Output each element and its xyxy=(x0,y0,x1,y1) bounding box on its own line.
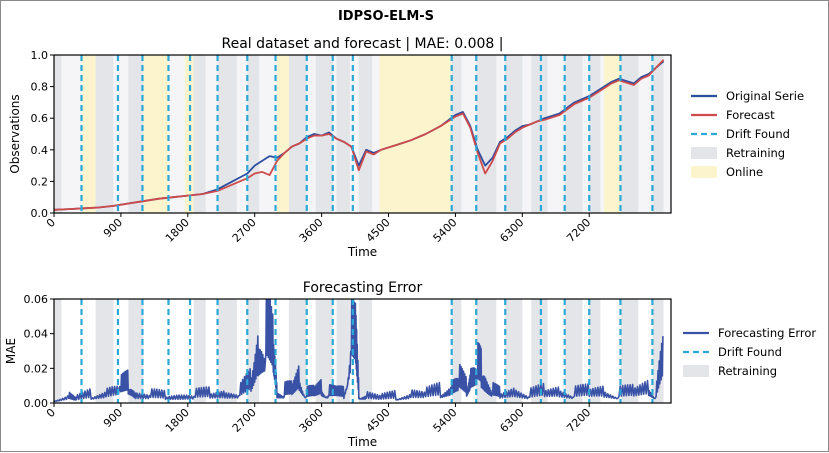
legend-label: Drift Found xyxy=(726,127,790,141)
x-tick-label: 2700 xyxy=(230,216,259,245)
retraining-span xyxy=(564,299,583,403)
y-tick-label: 0.00 xyxy=(24,397,49,410)
retraining-span xyxy=(589,55,601,213)
panel-title: Real dataset and forecast | MAE: 0.008 | xyxy=(222,36,504,52)
legend-label: Forecast xyxy=(726,108,775,122)
retraining-span xyxy=(128,299,144,403)
retraining-span xyxy=(288,299,307,403)
series-line-2 xyxy=(54,59,665,211)
legend-label: Online xyxy=(726,165,763,179)
online-span xyxy=(82,55,96,213)
plot-frame xyxy=(53,54,672,214)
online-span xyxy=(379,55,452,213)
legend-label: Drift Found xyxy=(718,345,782,359)
x-axis-label: Time xyxy=(347,245,377,259)
legend-swatch xyxy=(683,365,709,377)
y-tick-label: 0.04 xyxy=(24,328,49,341)
retraining-span xyxy=(54,299,62,403)
retraining-span xyxy=(193,299,206,403)
x-tick-label: 7200 xyxy=(564,216,593,245)
retraining-span xyxy=(589,299,601,403)
retraining-span xyxy=(54,55,62,213)
retraining-span xyxy=(336,55,350,213)
retraining-span xyxy=(95,299,114,403)
series-line-1 xyxy=(54,299,664,403)
plot-area xyxy=(54,299,664,403)
y-axis-label: MAE xyxy=(4,338,18,364)
legend-swatch xyxy=(691,166,717,178)
y-axis-label: Observations xyxy=(8,94,22,173)
online-span xyxy=(604,55,622,213)
x-axis-label: Time xyxy=(347,435,377,449)
legend-label: Retraining xyxy=(726,146,785,160)
retraining-span xyxy=(358,299,373,403)
legend-label: Retraining xyxy=(718,364,777,378)
retraining-span xyxy=(358,55,373,213)
retraining-span xyxy=(95,55,114,213)
retraining-span xyxy=(336,299,350,403)
y-tick-label: 0.2 xyxy=(31,175,49,188)
retraining-span xyxy=(315,299,333,403)
bottom-panel: 0 900 1800 2700 3600 4500 5400 6300 72000.000.02… xyxy=(4,280,672,449)
top-panel: 0 900 1800 2700 3600 4500 5400 6300 72000.00.20.… xyxy=(8,36,672,259)
panel-title: Forecasting Error xyxy=(303,280,423,296)
y-tick-label: 0.0 xyxy=(31,207,49,220)
legend-label: Original Serie xyxy=(726,89,804,103)
retraining-span xyxy=(531,299,548,403)
x-tick-label: 6300 xyxy=(497,216,526,245)
legend-swatch xyxy=(691,147,717,159)
online-span xyxy=(143,55,169,213)
top-legend: Original Serie Forecast Drift Found Retrain… xyxy=(691,89,804,179)
legend-label: Forecasting Error xyxy=(718,326,816,340)
retraining-span xyxy=(531,55,548,213)
retraining-span xyxy=(288,55,307,213)
y-tick-label: 0.4 xyxy=(31,144,49,157)
suptitle: IDPSO-ELM-S xyxy=(338,9,434,24)
y-tick-label: 0.02 xyxy=(24,362,49,375)
x-tick-label: 5400 xyxy=(431,216,460,245)
x-tick-label: 900 xyxy=(101,406,125,430)
retraining-span xyxy=(247,299,260,403)
x-tick-label: 7200 xyxy=(564,406,593,435)
x-tick-label: 1800 xyxy=(163,216,192,245)
x-tick-label: 5400 xyxy=(431,406,460,435)
retraining-span xyxy=(564,55,583,213)
y-tick-label: 0.06 xyxy=(24,293,49,306)
y-tick-label: 0.6 xyxy=(31,112,49,125)
retraining-span xyxy=(652,299,664,403)
retraining-span xyxy=(451,299,462,403)
plot-area xyxy=(54,55,665,213)
x-tick-label: 1800 xyxy=(163,406,192,435)
retraining-span xyxy=(652,55,664,213)
bottom-legend: Forecasting Error Drift Found Retraining xyxy=(683,326,816,378)
retraining-span xyxy=(217,299,237,403)
retraining-span xyxy=(217,55,237,213)
x-tick-label: 4500 xyxy=(364,216,393,245)
y-tick-label: 1.0 xyxy=(31,49,49,62)
x-tick-label: 3600 xyxy=(297,406,326,435)
online-span xyxy=(277,55,289,213)
retraining-span xyxy=(128,55,144,213)
x-tick-label: 900 xyxy=(101,216,125,240)
retraining-span xyxy=(476,55,497,213)
x-tick-label: 2700 xyxy=(230,406,259,435)
retraining-span xyxy=(620,55,639,213)
retraining-span xyxy=(451,55,462,213)
y-tick-label: 0.8 xyxy=(31,81,49,94)
x-tick-label: 3600 xyxy=(297,216,326,245)
plot-frame xyxy=(53,298,672,404)
retraining-span xyxy=(620,299,639,403)
retraining-span xyxy=(193,55,206,213)
online-span xyxy=(184,55,194,213)
x-tick-label: 4500 xyxy=(364,406,393,435)
retraining-span xyxy=(505,299,523,403)
retraining-span xyxy=(247,55,260,213)
x-tick-label: 6300 xyxy=(497,406,526,435)
